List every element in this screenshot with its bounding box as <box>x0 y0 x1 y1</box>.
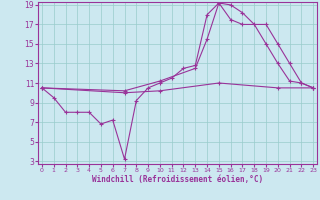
X-axis label: Windchill (Refroidissement éolien,°C): Windchill (Refroidissement éolien,°C) <box>92 175 263 184</box>
